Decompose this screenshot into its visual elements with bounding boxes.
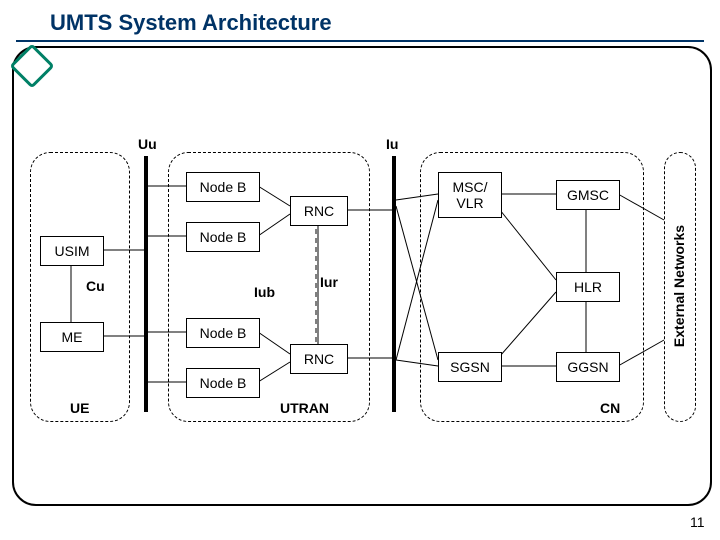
node-sgsn: SGSN <box>438 352 502 382</box>
node-b-1: Node B <box>186 172 260 202</box>
interface-bar-uu <box>144 156 148 412</box>
node-b-3: Node B <box>186 318 260 348</box>
label-cn-group: CN <box>600 400 620 416</box>
node-rnc-1: RNC <box>290 196 348 226</box>
label-uu: Uu <box>138 136 157 152</box>
slide-stage: UMTS System Architecture USIM ME Node B … <box>0 0 720 540</box>
node-usim: USIM <box>40 236 104 266</box>
node-rnc-2: RNC <box>290 344 348 374</box>
node-b-2: Node B <box>186 222 260 252</box>
label-ue-group: UE <box>70 400 89 416</box>
node-ggsn: GGSN <box>556 352 620 382</box>
page-number: 11 <box>690 514 705 530</box>
label-iur: Iur <box>320 274 338 290</box>
node-msc-vlr: MSC/ VLR <box>438 172 502 218</box>
node-hlr: HLR <box>556 272 620 302</box>
label-cu: Cu <box>86 278 105 294</box>
interface-bar-iu <box>392 156 396 412</box>
node-me: ME <box>40 322 104 352</box>
label-utran-group: UTRAN <box>280 400 329 416</box>
label-iub: Iub <box>254 284 275 300</box>
label-iu: Iu <box>386 136 398 152</box>
node-b-4: Node B <box>186 368 260 398</box>
node-gmsc: GMSC <box>556 180 620 210</box>
label-external-networks: External Networks <box>671 216 687 356</box>
connection-lines <box>0 0 720 540</box>
